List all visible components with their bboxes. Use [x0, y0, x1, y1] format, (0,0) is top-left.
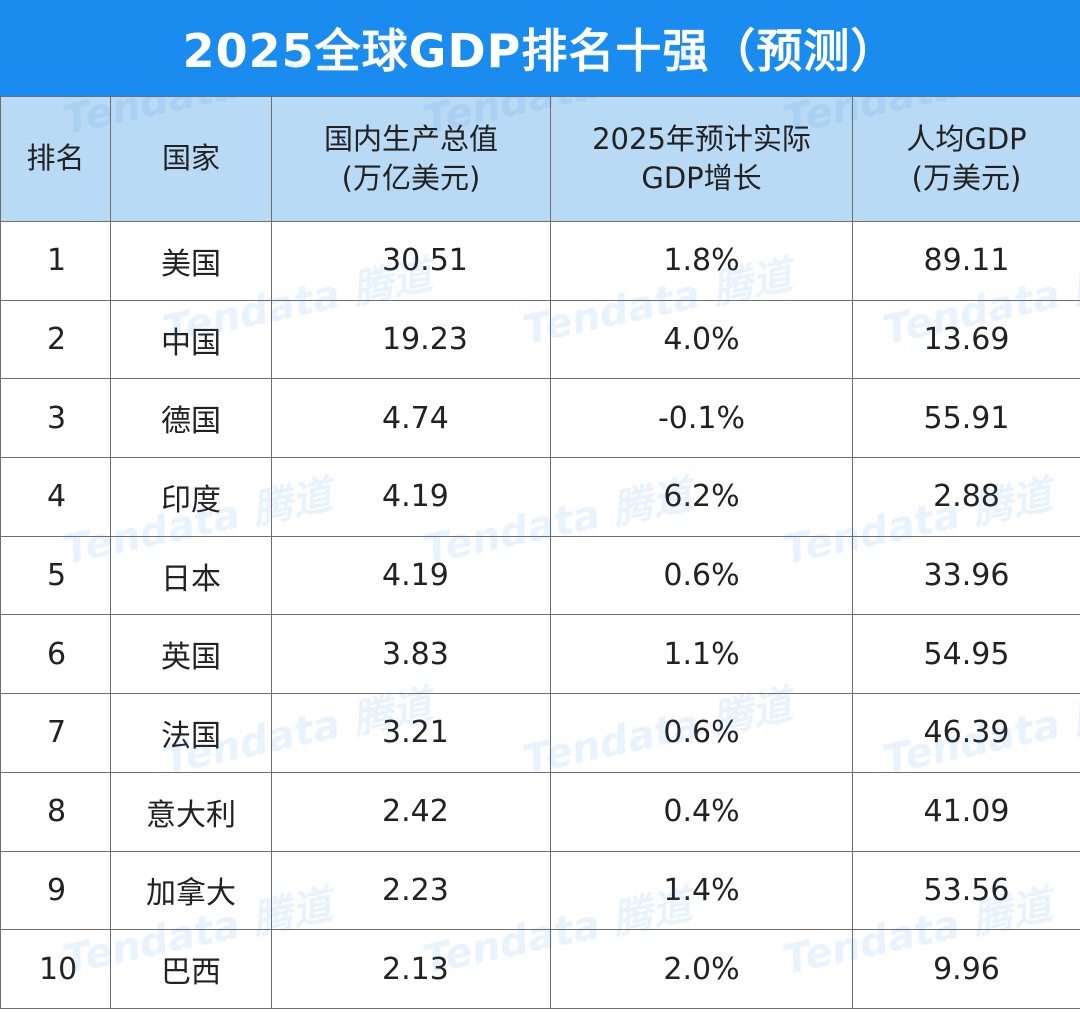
growth-cell: -0.1% [550, 378, 853, 459]
country-cell: 加拿大 [110, 850, 272, 931]
rank-cell: 6 [0, 614, 111, 695]
table-row: 1 美国 30.51 1.8% 89.11 [0, 221, 1080, 301]
growth-cell: 1.1% [550, 614, 853, 695]
table-row: 7 法国 3.21 0.6% 46.39 [0, 693, 1080, 773]
rank-cell: 9 [0, 850, 111, 931]
growth-cell: 2.0% [550, 929, 853, 1009]
rank-cell: 1 [0, 221, 111, 301]
growth-cell: 4.0% [550, 299, 853, 380]
rank-cell: 2 [0, 299, 111, 380]
gdp-cell: 2.23 [271, 850, 551, 931]
header-gdp: 国内生产总值 (万亿美元) [271, 96, 551, 222]
table-header-row: 排名 国家 国内生产总值 (万亿美元) 2025年预计实际 GDP增长 人均GD… [0, 96, 1080, 222]
table-row: 9 加拿大 2.23 1.4% 53.56 [0, 850, 1080, 931]
country-cell: 德国 [110, 378, 272, 459]
country-cell: 日本 [110, 535, 272, 616]
country-cell: 法国 [110, 693, 272, 773]
header-rank: 排名 [0, 96, 111, 222]
table-row: 3 德国 4.74 -0.1% 55.91 [0, 378, 1080, 459]
per-capita-cell: 13.69 [852, 299, 1080, 380]
per-capita-cell: 54.95 [852, 614, 1080, 695]
per-capita-cell: 33.96 [852, 535, 1080, 616]
page-title: 2025全球GDP排名十强（预测） [182, 24, 898, 78]
rank-cell: 4 [0, 457, 111, 537]
growth-cell: 1.4% [550, 850, 853, 931]
growth-cell: 0.4% [550, 771, 853, 852]
header-per-capita: 人均GDP (万美元) [852, 96, 1080, 222]
gdp-cell: 4.19 [271, 457, 551, 537]
title-bar: 2025全球GDP排名十强（预测） [0, 0, 1080, 96]
per-capita-cell: 89.11 [852, 221, 1080, 301]
rank-cell: 7 [0, 693, 111, 773]
per-capita-cell: 9.96 [852, 929, 1080, 1009]
country-cell: 英国 [110, 614, 272, 695]
header-growth: 2025年预计实际 GDP增长 [550, 96, 853, 222]
gdp-ranking-table: 排名 国家 国内生产总值 (万亿美元) 2025年预计实际 GDP增长 人均GD… [0, 96, 1080, 1009]
table-row: 6 英国 3.83 1.1% 54.95 [0, 614, 1080, 695]
country-cell: 印度 [110, 457, 272, 537]
per-capita-cell: 53.56 [852, 850, 1080, 931]
growth-cell: 0.6% [550, 693, 853, 773]
header-country: 国家 [110, 96, 272, 222]
gdp-cell: 4.19 [271, 535, 551, 616]
table-body: 1 美国 30.51 1.8% 89.11 2 中国 19.23 4.0% 13.69 3 德国 4.7… [0, 221, 1080, 1009]
gdp-cell: 2.42 [271, 771, 551, 852]
per-capita-cell: 41.09 [852, 771, 1080, 852]
rank-cell: 3 [0, 378, 111, 459]
per-capita-cell: 2.88 [852, 457, 1080, 537]
table-row: 10 巴西 2.13 2.0% 9.96 [0, 929, 1080, 1009]
gdp-cell: 19.23 [271, 299, 551, 380]
table-row: 8 意大利 2.42 0.4% 41.09 [0, 771, 1080, 852]
rank-cell: 8 [0, 771, 111, 852]
country-cell: 美国 [110, 221, 272, 301]
country-cell: 意大利 [110, 771, 272, 852]
growth-cell: 6.2% [550, 457, 853, 537]
table-row: 2 中国 19.23 4.0% 13.69 [0, 299, 1080, 380]
per-capita-cell: 55.91 [852, 378, 1080, 459]
rank-cell: 5 [0, 535, 111, 616]
gdp-cell: 3.21 [271, 693, 551, 773]
table-row: 5 日本 4.19 0.6% 33.96 [0, 535, 1080, 616]
country-cell: 中国 [110, 299, 272, 380]
rank-cell: 10 [0, 929, 111, 1009]
gdp-cell: 2.13 [271, 929, 551, 1009]
country-cell: 巴西 [110, 929, 272, 1009]
growth-cell: 0.6% [550, 535, 853, 616]
gdp-cell: 4.74 [271, 378, 551, 459]
gdp-cell: 30.51 [271, 221, 551, 301]
gdp-cell: 3.83 [271, 614, 551, 695]
growth-cell: 1.8% [550, 221, 853, 301]
table-row: 4 印度 4.19 6.2% 2.88 [0, 457, 1080, 537]
per-capita-cell: 46.39 [852, 693, 1080, 773]
